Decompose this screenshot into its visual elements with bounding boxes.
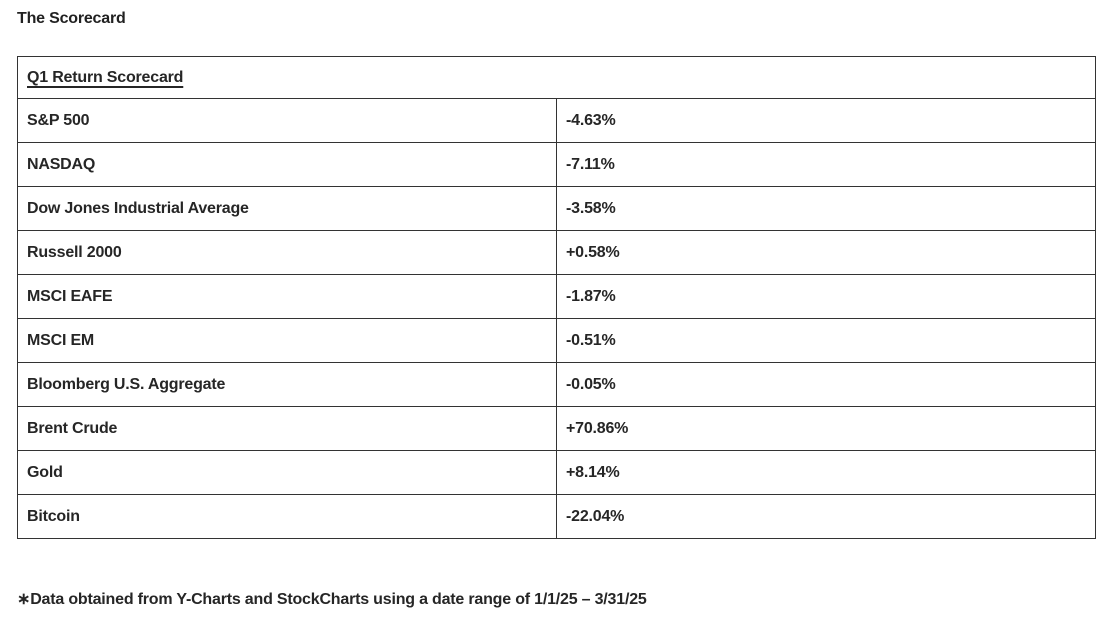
table-row: Dow Jones Industrial Average -3.58% [17,186,1096,231]
row-label: Bloomberg U.S. Aggregate [17,362,557,407]
scorecard-header-cell: Q1 Return Scorecard [17,56,1096,99]
table-row: Bitcoin -22.04% [17,494,1096,539]
row-label: Dow Jones Industrial Average [17,186,557,231]
row-value: -0.51% [556,318,1096,363]
scorecard-header-row: Q1 Return Scorecard [17,56,1096,99]
row-label: S&P 500 [17,98,557,143]
row-value: -1.87% [556,274,1096,319]
table-row: MSCI EAFE -1.87% [17,274,1096,319]
table-row: NASDAQ -7.11% [17,142,1096,187]
row-value: -0.05% [556,362,1096,407]
row-value: -4.63% [556,98,1096,143]
row-value: -3.58% [556,186,1096,231]
scorecard-header-label: Q1 Return Scorecard [27,68,184,86]
table-row: Brent Crude +70.86% [17,406,1096,451]
table-row: Russell 2000 +0.58% [17,230,1096,275]
row-label: Russell 2000 [17,230,557,275]
row-label: Gold [17,450,557,495]
row-value: +8.14% [556,450,1096,495]
row-value: +70.86% [556,406,1096,451]
table-row: Bloomberg U.S. Aggregate -0.05% [17,362,1096,407]
table-row: Gold +8.14% [17,450,1096,495]
row-value: -7.11% [556,142,1096,187]
row-label: Brent Crude [17,406,557,451]
row-label: Bitcoin [17,494,557,539]
row-value: +0.58% [556,230,1096,275]
table-row: MSCI EM -0.51% [17,318,1096,363]
row-label: MSCI EAFE [17,274,557,319]
scorecard-table: Q1 Return Scorecard S&P 500 -4.63% NASDA… [17,56,1096,539]
row-label: MSCI EM [17,318,557,363]
row-value: -22.04% [556,494,1096,539]
page-title: The Scorecard [17,10,126,27]
table-row: S&P 500 -4.63% [17,98,1096,143]
row-label: NASDAQ [17,142,557,187]
data-source-footnote: ∗Data obtained from Y-Charts and StockCh… [17,591,647,608]
